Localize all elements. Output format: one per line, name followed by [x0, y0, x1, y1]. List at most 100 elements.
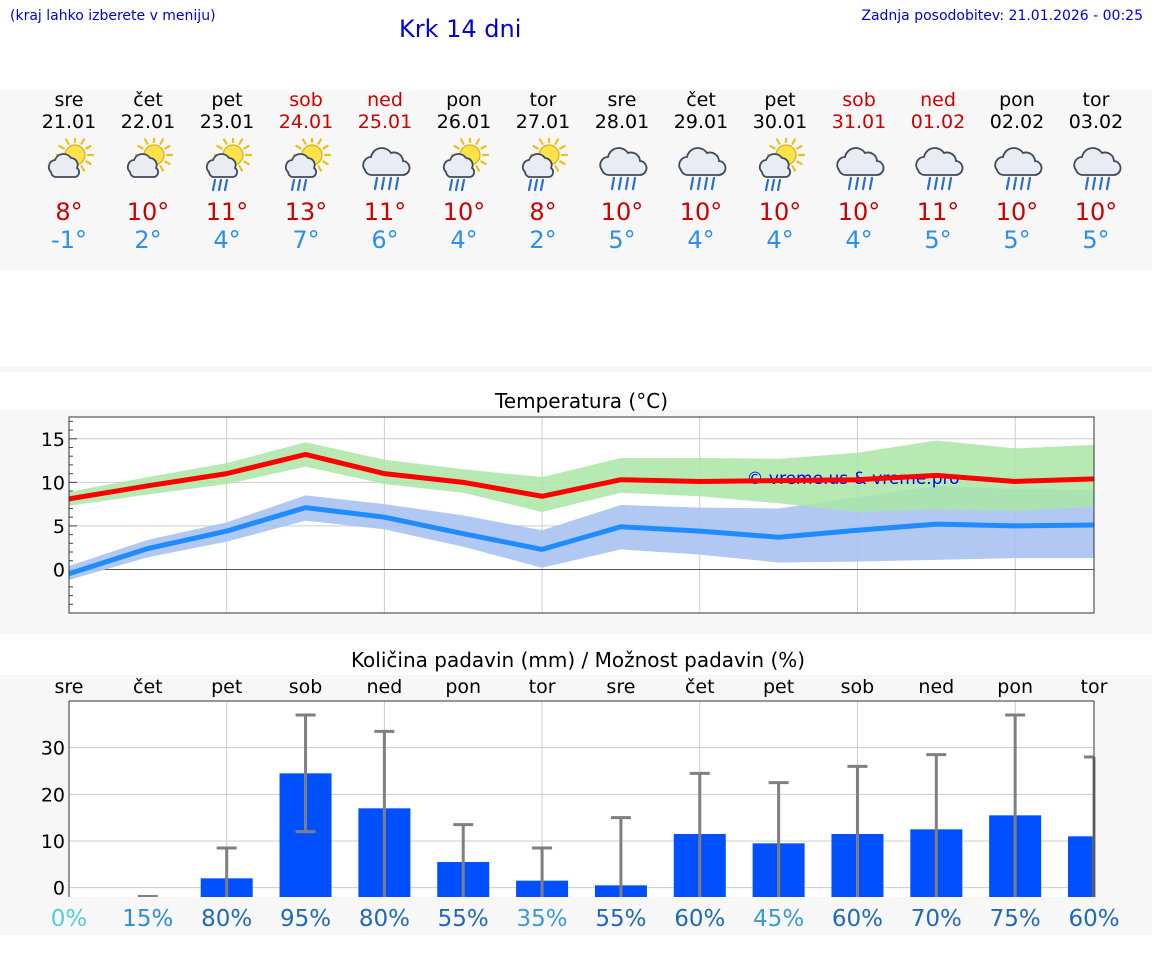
rain-drop: [770, 178, 776, 192]
forecast-days-band: [0, 90, 1152, 270]
sun-ray: [322, 144, 329, 150]
rain-drop: [933, 176, 939, 191]
sun-ray: [538, 138, 544, 145]
day-date: 31.01: [831, 111, 887, 133]
sun-ray: [317, 165, 323, 172]
day-column: sob 31.01: [819, 89, 899, 133]
min-temperature: 5°: [608, 226, 636, 254]
x-category-label: ned: [366, 676, 402, 698]
rain-drop: [847, 176, 853, 191]
sun-ray: [775, 138, 781, 145]
rain-drop: [926, 176, 932, 191]
day-date: 27.01: [515, 111, 571, 133]
rain-drop: [394, 176, 400, 191]
precipitation-probability: 60%: [1068, 906, 1119, 932]
max-temperature: 10°: [995, 198, 1039, 226]
day-date: 21.01: [41, 111, 97, 133]
min-temperature: 5°: [924, 226, 952, 254]
day-name: pet: [211, 89, 243, 111]
day-name: čet: [686, 89, 716, 111]
precipitation-probability: 55%: [438, 906, 489, 932]
sun-ray: [137, 144, 144, 150]
cloud-shape: [442, 153, 475, 178]
sun-ray: [238, 138, 244, 145]
sun-ray: [243, 160, 250, 166]
tmin-line: [68, 505, 1095, 577]
rain-drop: [1091, 176, 1097, 191]
plot-frame: [68, 416, 1095, 614]
x-category-label: tor: [1081, 676, 1108, 698]
cloud: [994, 147, 1043, 176]
cloud: [678, 147, 727, 176]
cloud-rain-icon: [357, 138, 413, 194]
max-temperature: 11°: [363, 198, 407, 226]
sun-ray: [301, 138, 307, 145]
min-temperature: 4°: [213, 226, 241, 254]
precipitation-probability: 45%: [753, 906, 804, 932]
min-temperature: 5°: [1082, 226, 1110, 254]
sun-ray: [159, 165, 165, 172]
rain: [211, 178, 229, 192]
day-name: sob: [842, 89, 876, 111]
day-name: tor: [1082, 89, 1110, 111]
cloud-rain-icon: [989, 138, 1045, 194]
min-temperature: 2°: [529, 226, 557, 254]
sun-ray: [480, 160, 487, 166]
day-name: čet: [133, 89, 163, 111]
page-title: Krk 14 dni: [399, 15, 522, 43]
x-category-label: sob: [289, 676, 323, 698]
cloud: [521, 153, 554, 178]
sun-ray: [164, 144, 171, 150]
day-name: sre: [607, 89, 637, 111]
day-column: sob 24.01: [266, 89, 346, 133]
cloud: [47, 153, 80, 178]
precipitation-chart: Količina padavin (mm) / Možnost padavin …: [41, 648, 1120, 932]
sun-ray: [222, 138, 228, 145]
day-name: sob: [289, 89, 323, 111]
day-column: tor 03.02: [1056, 89, 1136, 133]
rain-drop: [448, 178, 454, 192]
rain-drop: [296, 178, 302, 192]
y-tick-label: 30: [41, 738, 65, 760]
rain-drop: [380, 176, 386, 191]
max-temperature: 10°: [442, 198, 486, 226]
rain-drop: [290, 178, 296, 192]
rain-drop: [527, 178, 533, 192]
sun-ray: [554, 165, 560, 172]
max-temperature: 13°: [284, 198, 328, 226]
max-temperature: 11°: [205, 198, 249, 226]
chart-title: Temperatura (°C): [494, 389, 668, 413]
sun-cloud-rain-icon: [515, 135, 571, 194]
sun-ray: [796, 160, 803, 166]
cloud: [362, 147, 411, 176]
x-category-label: čet: [133, 676, 163, 698]
day-name: pet: [764, 89, 796, 111]
max-temperature: 11°: [916, 198, 960, 226]
min-temperature: -1°: [51, 226, 87, 254]
cloud: [205, 153, 238, 178]
sun-ray: [475, 138, 481, 145]
sun-ray: [58, 144, 65, 150]
day-date: 23.01: [199, 111, 255, 133]
cloud-shape: [758, 153, 791, 178]
x-category-label: sre: [606, 676, 635, 698]
cloud-shape: [915, 147, 964, 176]
rain: [448, 178, 466, 192]
rain-drop: [1098, 176, 1104, 191]
rain: [610, 176, 637, 191]
sun-ray: [243, 144, 250, 150]
x-category-label: pet: [763, 676, 794, 698]
cloud-rain-icon: [831, 138, 887, 194]
cloud: [126, 153, 159, 178]
sun-ray: [295, 144, 302, 150]
day-column: pet 30.01: [740, 89, 820, 133]
sun-ray: [317, 138, 323, 145]
day-column: pet 23.01: [187, 89, 267, 133]
day-column: pon 26.01: [424, 89, 504, 133]
day-column: čet 29.01: [661, 89, 741, 133]
max-temperature: 10°: [679, 198, 723, 226]
cloud-shape: [836, 147, 885, 176]
min-temperature: 4°: [450, 226, 478, 254]
sun-ray: [80, 165, 86, 172]
sun-ray: [796, 144, 803, 150]
